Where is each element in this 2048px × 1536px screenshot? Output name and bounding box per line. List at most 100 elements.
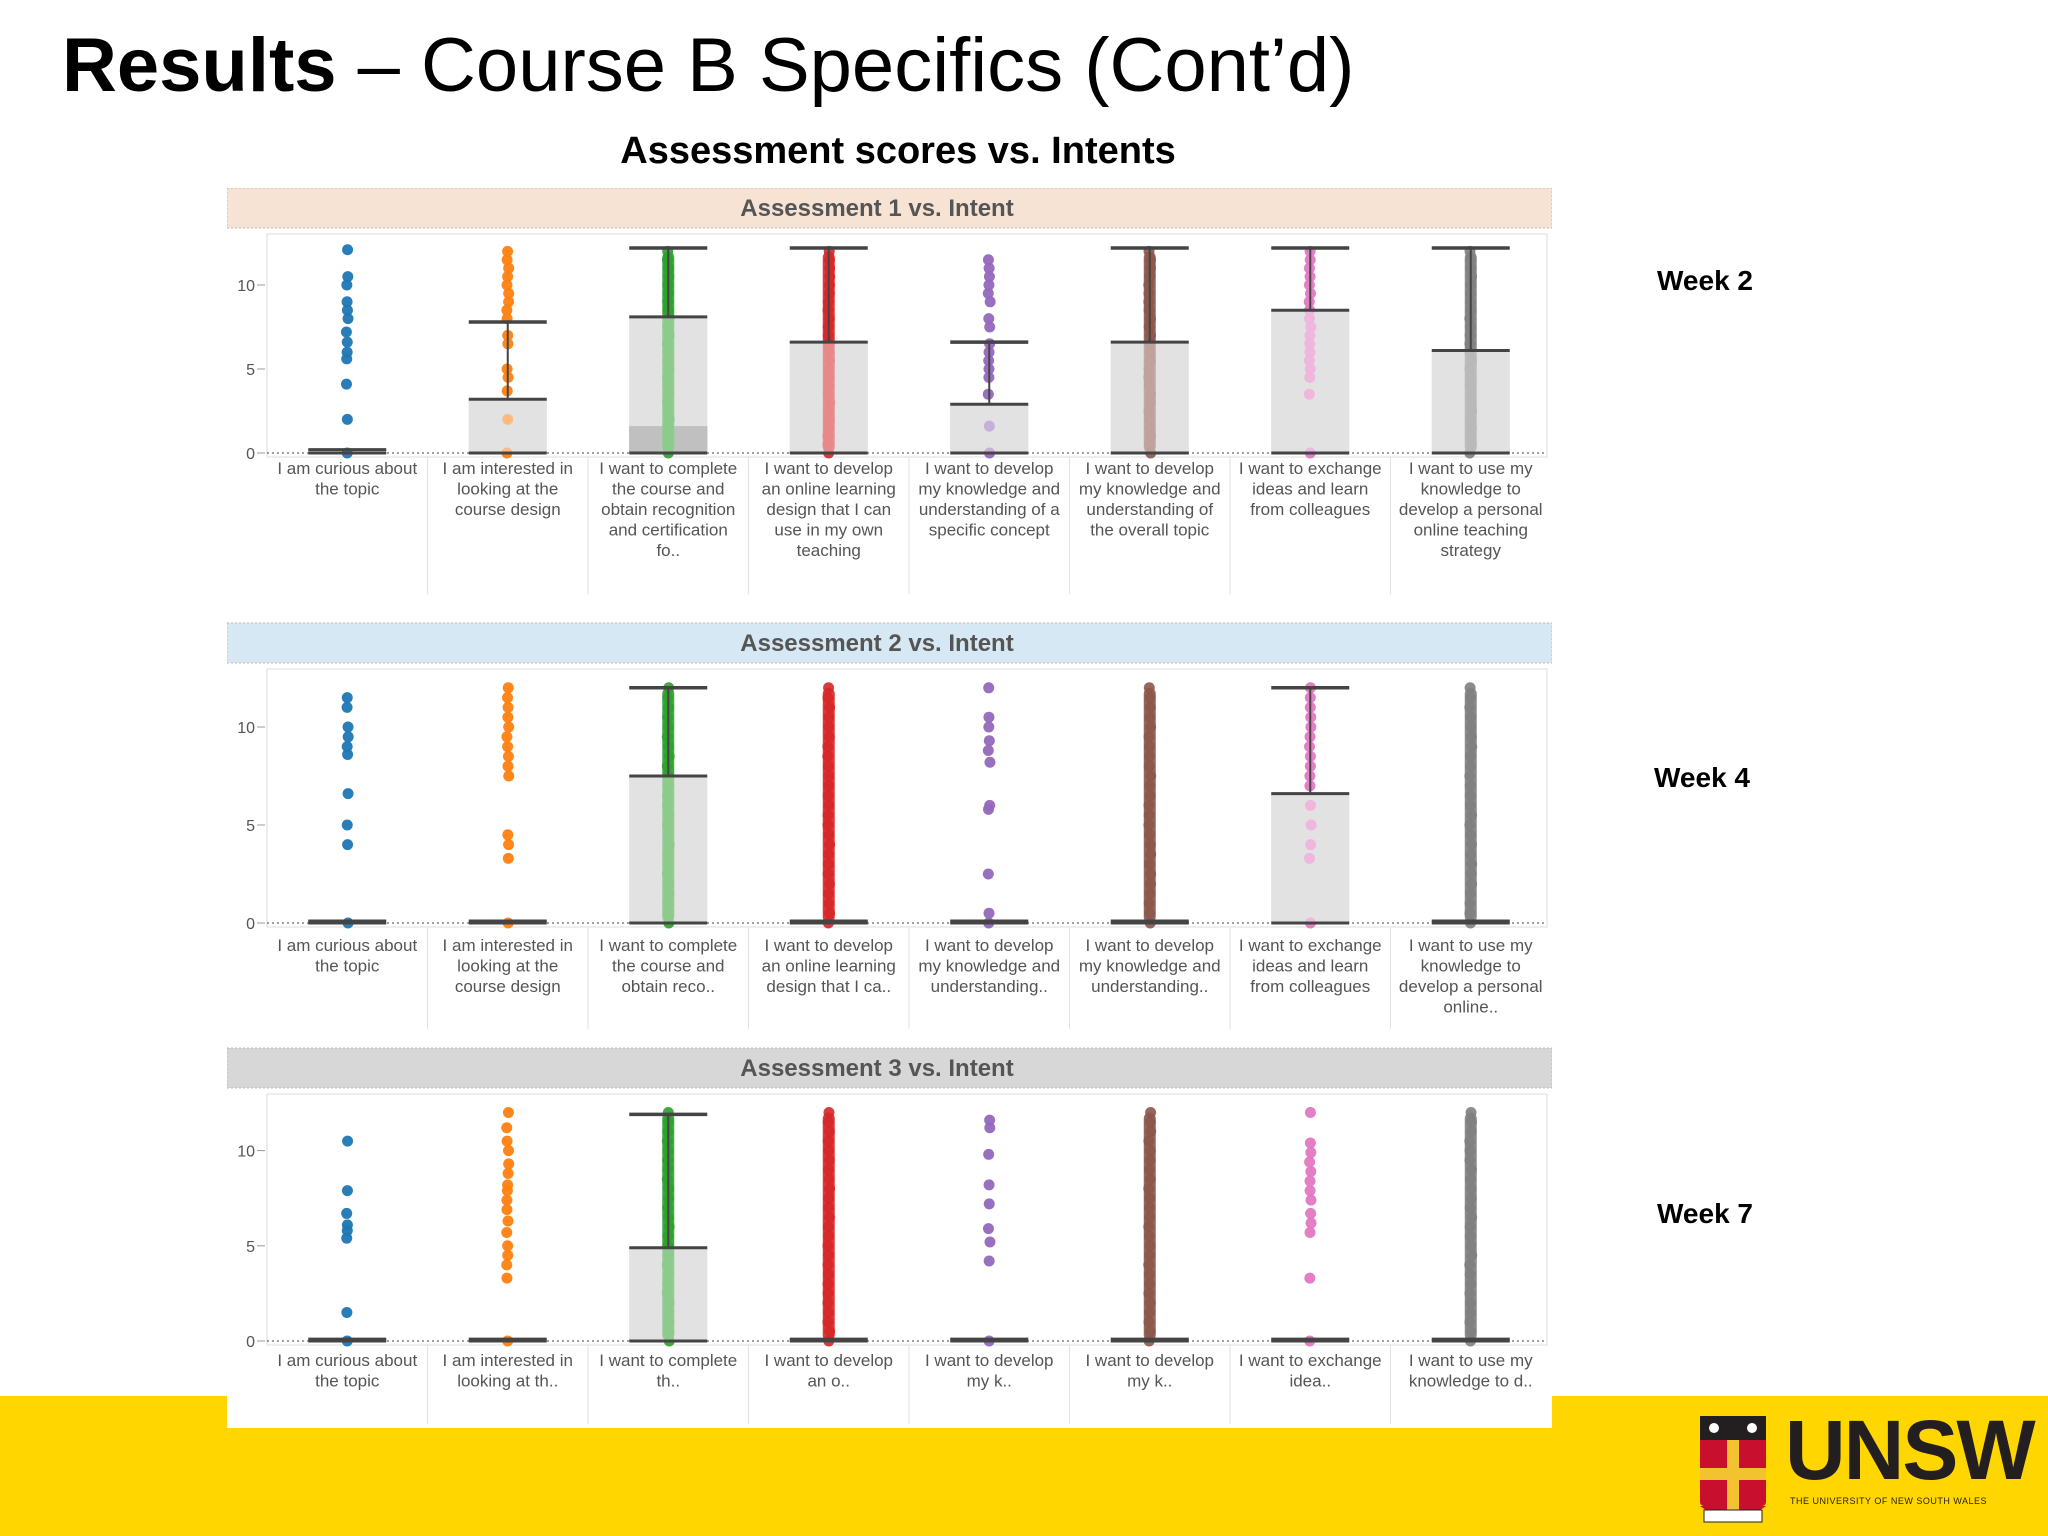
data-point bbox=[1143, 1316, 1155, 1328]
data-point bbox=[662, 897, 674, 909]
plot-frame bbox=[266, 1093, 1548, 1346]
category-label: I want to exchange bbox=[1239, 1351, 1382, 1370]
data-point bbox=[823, 413, 835, 425]
data-point bbox=[1465, 1126, 1477, 1138]
y-tick-label: 10 bbox=[237, 278, 255, 295]
data-point bbox=[502, 852, 514, 864]
data-point bbox=[1144, 829, 1156, 841]
data-point bbox=[1465, 711, 1477, 723]
data-point bbox=[1465, 839, 1477, 851]
data-point bbox=[983, 711, 995, 723]
category-label: teaching bbox=[797, 541, 861, 560]
data-point bbox=[342, 721, 354, 733]
data-point bbox=[822, 1221, 834, 1233]
data-point bbox=[501, 1122, 513, 1134]
category-label: I am curious about bbox=[277, 1351, 417, 1370]
data-point bbox=[1465, 1306, 1477, 1318]
category-label: I am interested in bbox=[443, 1351, 573, 1370]
data-point bbox=[663, 439, 675, 451]
data-point bbox=[823, 380, 835, 392]
data-point bbox=[1464, 897, 1476, 909]
data-point bbox=[342, 839, 354, 851]
data-point bbox=[663, 809, 675, 821]
data-point bbox=[503, 839, 515, 851]
data-point bbox=[1143, 760, 1155, 772]
data-point bbox=[501, 1135, 513, 1147]
data-point bbox=[341, 1207, 353, 1219]
data-point bbox=[823, 1230, 835, 1242]
data-point bbox=[1465, 439, 1477, 451]
data-point bbox=[502, 413, 514, 425]
data-point bbox=[502, 1240, 514, 1252]
data-point bbox=[1144, 1164, 1156, 1176]
data-point bbox=[663, 363, 675, 375]
category-label: from colleagues bbox=[1250, 500, 1370, 519]
category-label: design that I ca.. bbox=[766, 977, 891, 996]
data-point bbox=[1465, 388, 1477, 400]
data-point bbox=[1145, 878, 1157, 890]
data-point bbox=[823, 346, 835, 358]
data-point bbox=[1143, 1221, 1155, 1233]
data-point bbox=[983, 271, 995, 283]
box-overlay bbox=[629, 776, 708, 923]
data-point bbox=[661, 1287, 673, 1299]
data-point bbox=[1144, 701, 1156, 713]
data-point bbox=[1465, 1107, 1477, 1119]
data-point bbox=[1464, 701, 1476, 713]
data-point bbox=[662, 422, 674, 434]
data-point bbox=[983, 1148, 995, 1160]
category-label: the topic bbox=[315, 1372, 380, 1391]
category-label: I want to use my bbox=[1409, 1351, 1533, 1370]
data-point bbox=[823, 721, 835, 733]
category-label: I want to develop bbox=[764, 1351, 893, 1370]
data-point bbox=[341, 692, 353, 704]
data-point bbox=[822, 809, 834, 821]
data-point bbox=[1304, 371, 1316, 383]
data-point bbox=[663, 1249, 675, 1261]
data-point bbox=[823, 848, 835, 860]
data-point bbox=[341, 741, 353, 753]
slide-title: Results – Course B Specifics (Cont’d) bbox=[62, 22, 1355, 109]
data-point bbox=[341, 296, 353, 308]
category-label: obtain recognition bbox=[601, 500, 735, 519]
y-tick-label: 5 bbox=[246, 362, 255, 379]
data-point bbox=[1143, 897, 1155, 909]
data-point bbox=[983, 1198, 995, 1210]
data-point bbox=[1144, 413, 1156, 425]
data-point bbox=[1464, 750, 1476, 762]
data-point bbox=[822, 819, 834, 831]
data-point bbox=[824, 1183, 836, 1195]
data-point bbox=[1466, 1211, 1478, 1223]
plot-frame bbox=[266, 233, 1548, 458]
category-label: and certification bbox=[609, 521, 728, 540]
data-point bbox=[983, 1255, 995, 1267]
category-label: strategy bbox=[1441, 541, 1502, 560]
data-point bbox=[1143, 1287, 1155, 1299]
data-point bbox=[1144, 422, 1156, 434]
data-point bbox=[823, 422, 835, 434]
category-label: online teaching bbox=[1414, 521, 1528, 540]
data-point bbox=[1144, 430, 1156, 442]
data-point bbox=[822, 388, 834, 400]
y-tick-label: 0 bbox=[246, 916, 255, 933]
data-point bbox=[1304, 1175, 1316, 1187]
data-point bbox=[1144, 1278, 1156, 1290]
data-point bbox=[502, 271, 514, 283]
data-point bbox=[342, 313, 354, 325]
data-point bbox=[1144, 711, 1156, 723]
data-point bbox=[1464, 799, 1476, 811]
data-point bbox=[1144, 1325, 1156, 1337]
data-point bbox=[1305, 1166, 1317, 1178]
category-label: design that I can bbox=[766, 500, 891, 519]
data-point bbox=[822, 1306, 834, 1318]
data-point bbox=[341, 1306, 353, 1318]
unsw-logo-subtext: THE UNIVERSITY OF NEW SOUTH WALES bbox=[1790, 1496, 1988, 1506]
data-point bbox=[1143, 1259, 1155, 1271]
data-point bbox=[1464, 780, 1476, 792]
category-label: an o.. bbox=[807, 1372, 850, 1391]
data-point bbox=[1304, 363, 1316, 375]
data-point bbox=[503, 1158, 515, 1170]
data-point bbox=[1464, 1259, 1476, 1271]
data-point bbox=[342, 244, 354, 256]
data-point bbox=[982, 254, 994, 266]
